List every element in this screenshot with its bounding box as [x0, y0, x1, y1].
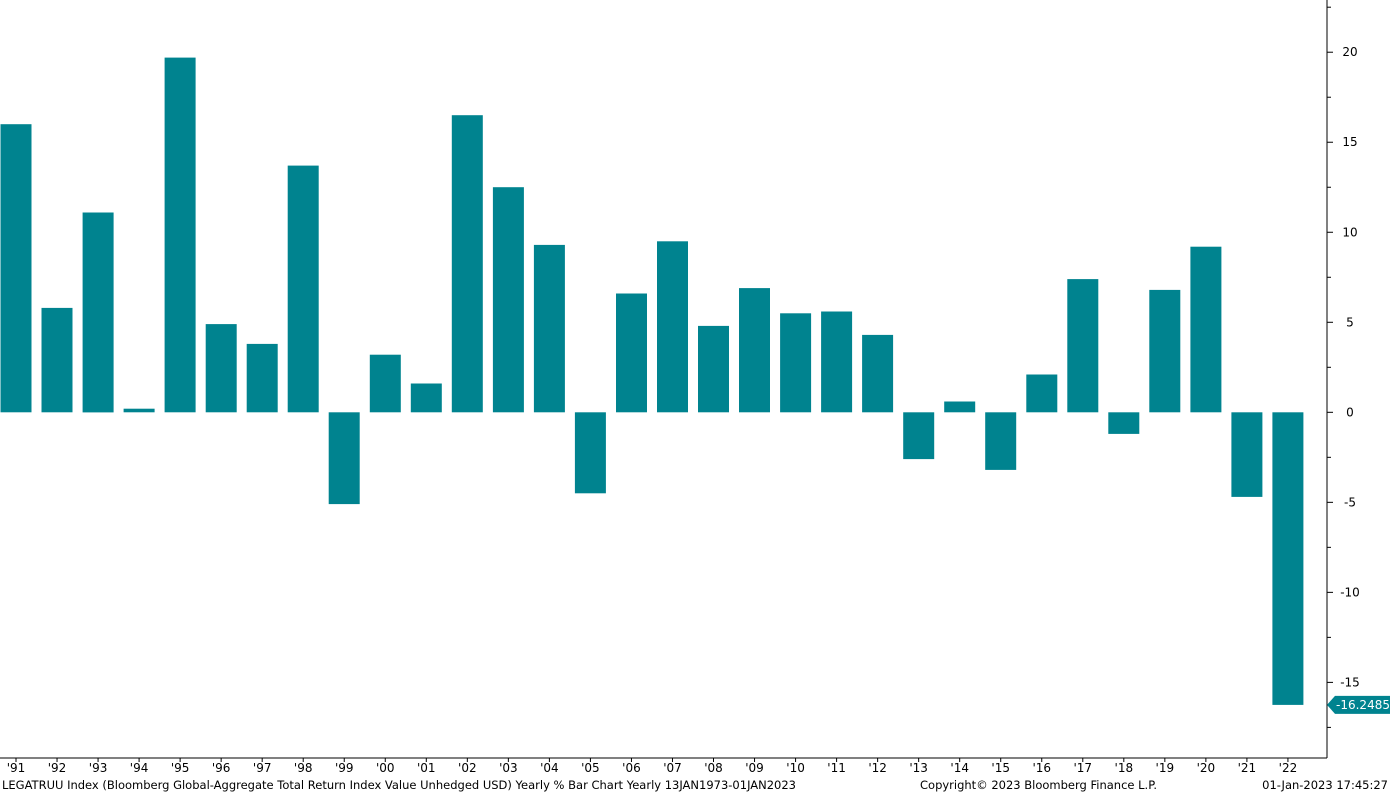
x-tick-label: '01 [417, 761, 436, 775]
chart-description: LEGATRUU Index (Bloomberg Global-Aggrega… [2, 778, 796, 792]
bar-'94 [123, 408, 155, 413]
last-value-tag [1327, 695, 1390, 714]
last-value-marker: -16.2485 [1327, 695, 1390, 714]
bar-'02 [451, 115, 483, 413]
x-tick-label: '21 [1238, 761, 1257, 775]
last-value-label: -16.2485 [1336, 698, 1390, 712]
x-tick-label: '96 [212, 761, 231, 775]
bar-'07 [657, 241, 688, 413]
bar-'21 [1231, 412, 1263, 497]
bar-'08 [698, 325, 729, 413]
bar-'11 [821, 311, 853, 413]
bar-'99 [328, 412, 360, 505]
x-tick-label: '19 [1156, 761, 1175, 775]
y-tick-label: 20 [1342, 45, 1357, 59]
bar-'12 [862, 334, 894, 413]
x-tick-label: '95 [171, 761, 190, 775]
bar-'18 [1108, 412, 1140, 434]
y-tick-label: 0 [1346, 405, 1354, 419]
x-tick-label: '09 [745, 761, 764, 775]
x-tick-label: '00 [376, 761, 395, 775]
bars-group [0, 57, 1304, 705]
x-tick-label: '18 [1115, 761, 1134, 775]
bar-'15 [985, 412, 1017, 470]
bar-'05 [574, 412, 606, 494]
copyright-text: Copyright© 2023 Bloomberg Finance L.P. [920, 778, 1157, 792]
x-tick-label: '94 [130, 761, 149, 775]
x-tick-label: '11 [827, 761, 846, 775]
bar-'00 [369, 354, 401, 413]
y-tick-label: -10 [1340, 585, 1360, 599]
bar-'98 [287, 165, 319, 413]
bar-'04 [533, 244, 565, 413]
x-tick-label: '16 [1032, 761, 1051, 775]
x-tick-label: '93 [89, 761, 108, 775]
bar-'92 [41, 307, 73, 413]
y-tick-label: -15 [1340, 675, 1360, 689]
x-tick-label: '05 [581, 761, 600, 775]
bar-'17 [1067, 279, 1099, 413]
bar-'06 [616, 293, 647, 413]
x-tick-label: '08 [704, 761, 723, 775]
x-tick-label: '98 [294, 761, 313, 775]
bar-'20 [1190, 246, 1222, 413]
x-tick-label: '91 [7, 761, 26, 775]
bar-'93 [82, 212, 114, 413]
x-tick-label: '15 [991, 761, 1010, 775]
bar-'19 [1149, 289, 1181, 413]
bar-'95 [164, 57, 196, 413]
y-tick-label: 5 [1346, 315, 1354, 329]
bar-'14 [944, 401, 976, 413]
x-tick-label: '10 [786, 761, 805, 775]
x-tick-label: '06 [622, 761, 641, 775]
bar-'13 [903, 412, 935, 460]
x-tick-label: '14 [950, 761, 969, 775]
x-tick-label: '17 [1073, 761, 1092, 775]
y-axis: -15 -10 -5 0 5 10 15 20 [1326, 0, 1360, 758]
bar-'01 [410, 383, 442, 413]
x-tick-label: '04 [540, 761, 559, 775]
bar-'16 [1026, 374, 1058, 413]
x-tick-label: '92 [48, 761, 67, 775]
x-axis: '91 '92 '93 '94 '95 '96 '97 '98 '99 '00 '01 '02 '03 '… [0, 757, 1327, 775]
timestamp-text: 01-Jan-2023 17:45:27 [1262, 778, 1388, 792]
x-tick-label: '03 [499, 761, 518, 775]
y-tick-label: 15 [1342, 135, 1357, 149]
bar-'03 [492, 187, 524, 413]
x-tick-label: '13 [909, 761, 928, 775]
bar-'09 [739, 288, 770, 413]
x-tick-label: '02 [458, 761, 477, 775]
y-tick-label: -5 [1344, 495, 1356, 509]
x-tick-label: '22 [1279, 761, 1298, 775]
bar-'97 [246, 343, 278, 413]
x-tick-label: '12 [868, 761, 887, 775]
x-tick-label: '07 [663, 761, 682, 775]
x-tick-label: '20 [1197, 761, 1216, 775]
y-tick-label: 10 [1342, 225, 1357, 239]
x-tick-label: '97 [253, 761, 272, 775]
x-tick-label: '99 [335, 761, 354, 775]
bar-'96 [205, 324, 237, 413]
bar-'91 [0, 124, 32, 413]
bar-'22 [1272, 412, 1304, 705]
bar-'10 [780, 313, 812, 413]
